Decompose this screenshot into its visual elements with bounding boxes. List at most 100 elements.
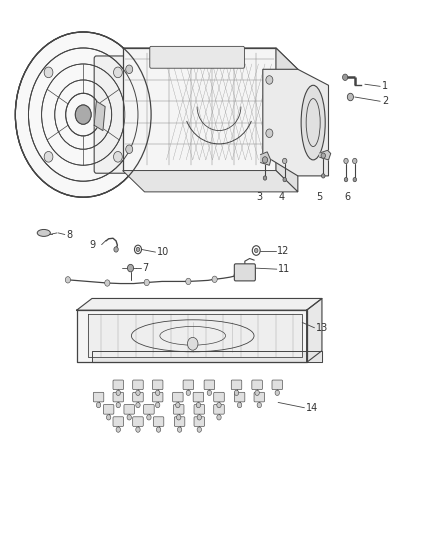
Circle shape: [127, 415, 131, 420]
FancyBboxPatch shape: [150, 46, 244, 68]
Circle shape: [237, 402, 242, 408]
FancyBboxPatch shape: [144, 405, 154, 414]
Circle shape: [321, 174, 325, 178]
Circle shape: [234, 390, 239, 395]
Circle shape: [75, 105, 91, 124]
Polygon shape: [77, 298, 322, 310]
Circle shape: [176, 402, 180, 408]
Circle shape: [283, 177, 286, 182]
Circle shape: [136, 390, 140, 395]
Circle shape: [217, 415, 221, 420]
Circle shape: [275, 390, 279, 395]
FancyBboxPatch shape: [252, 380, 262, 390]
FancyBboxPatch shape: [194, 405, 205, 414]
Circle shape: [347, 93, 353, 101]
FancyBboxPatch shape: [174, 417, 185, 426]
FancyBboxPatch shape: [153, 417, 164, 426]
Circle shape: [113, 151, 122, 162]
Circle shape: [44, 151, 53, 162]
FancyBboxPatch shape: [113, 417, 124, 426]
Circle shape: [186, 390, 191, 395]
FancyBboxPatch shape: [113, 392, 124, 402]
Circle shape: [116, 427, 120, 432]
Text: 5: 5: [317, 192, 323, 202]
FancyBboxPatch shape: [173, 392, 183, 402]
FancyBboxPatch shape: [214, 405, 224, 414]
FancyBboxPatch shape: [133, 380, 143, 390]
Text: 7: 7: [142, 263, 148, 273]
Polygon shape: [307, 298, 322, 362]
Circle shape: [197, 415, 201, 420]
Polygon shape: [123, 48, 276, 171]
Polygon shape: [77, 310, 307, 362]
Circle shape: [263, 176, 267, 180]
Circle shape: [177, 415, 181, 420]
Circle shape: [254, 248, 258, 253]
FancyBboxPatch shape: [133, 392, 143, 402]
Circle shape: [262, 157, 268, 163]
Circle shape: [147, 415, 151, 420]
FancyBboxPatch shape: [94, 56, 134, 173]
Circle shape: [344, 177, 348, 182]
Circle shape: [106, 415, 111, 420]
Text: 8: 8: [67, 230, 73, 239]
Circle shape: [197, 427, 201, 432]
FancyBboxPatch shape: [93, 392, 104, 402]
Circle shape: [266, 76, 273, 84]
Circle shape: [105, 280, 110, 286]
Circle shape: [255, 390, 259, 395]
Circle shape: [126, 65, 133, 74]
Text: 11: 11: [278, 264, 290, 274]
Polygon shape: [276, 48, 298, 192]
Circle shape: [257, 402, 261, 408]
Circle shape: [113, 67, 122, 78]
FancyBboxPatch shape: [254, 392, 265, 402]
Circle shape: [321, 153, 325, 158]
Circle shape: [353, 177, 357, 182]
FancyBboxPatch shape: [234, 264, 255, 281]
Text: 6: 6: [344, 192, 350, 202]
Polygon shape: [94, 101, 105, 131]
Polygon shape: [263, 69, 328, 176]
FancyBboxPatch shape: [231, 380, 242, 390]
Circle shape: [96, 402, 101, 408]
Circle shape: [65, 277, 71, 283]
FancyBboxPatch shape: [183, 380, 194, 390]
FancyBboxPatch shape: [133, 417, 143, 426]
Text: 3: 3: [256, 192, 262, 202]
Circle shape: [155, 402, 160, 408]
Text: 1: 1: [382, 82, 388, 91]
FancyBboxPatch shape: [173, 405, 184, 414]
FancyBboxPatch shape: [152, 380, 163, 390]
Circle shape: [353, 158, 357, 164]
FancyBboxPatch shape: [194, 417, 205, 426]
FancyBboxPatch shape: [234, 392, 245, 402]
Circle shape: [136, 247, 140, 252]
Circle shape: [177, 427, 182, 432]
Circle shape: [156, 427, 161, 432]
Circle shape: [116, 402, 120, 408]
FancyBboxPatch shape: [152, 392, 163, 402]
Polygon shape: [320, 150, 331, 160]
FancyBboxPatch shape: [193, 392, 204, 402]
FancyBboxPatch shape: [272, 380, 283, 390]
Text: 12: 12: [277, 246, 290, 255]
Polygon shape: [123, 171, 298, 192]
Circle shape: [136, 427, 140, 432]
Polygon shape: [92, 351, 322, 362]
Circle shape: [44, 67, 53, 78]
Text: 2: 2: [382, 96, 388, 106]
FancyBboxPatch shape: [124, 405, 134, 414]
FancyBboxPatch shape: [214, 392, 224, 402]
Circle shape: [144, 279, 149, 286]
Circle shape: [186, 278, 191, 285]
Text: 10: 10: [157, 247, 169, 257]
FancyBboxPatch shape: [103, 405, 114, 414]
Circle shape: [155, 390, 160, 395]
Circle shape: [212, 276, 217, 282]
Ellipse shape: [37, 230, 50, 237]
Circle shape: [343, 74, 348, 80]
Text: 13: 13: [316, 323, 328, 333]
Circle shape: [15, 32, 151, 197]
FancyBboxPatch shape: [113, 380, 124, 390]
